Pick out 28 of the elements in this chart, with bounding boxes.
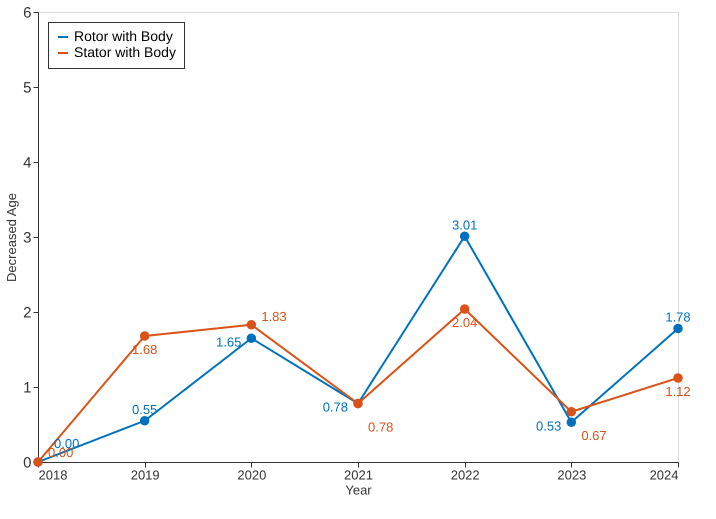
x-tick-label: 2023 xyxy=(557,468,586,482)
data-label: 0.78 xyxy=(322,400,348,414)
y-tick-label: 0 xyxy=(23,454,32,472)
data-label: 0.67 xyxy=(581,428,607,443)
legend-label: Rotor with Body xyxy=(74,28,173,44)
data-label: 0.53 xyxy=(536,418,562,434)
data-label: 1.12 xyxy=(665,384,691,399)
data-label: 1.78 xyxy=(665,310,691,324)
legend-label: Stator with Body xyxy=(74,44,176,60)
data-label: 1.83 xyxy=(261,308,287,324)
data-label: 3.01 xyxy=(452,217,478,232)
y-tick-label: 5 xyxy=(23,80,32,96)
y-tick-label: 2 xyxy=(23,304,32,322)
x-tick-label: 2020 xyxy=(237,468,266,482)
x-tick-label: 2024 xyxy=(650,468,678,482)
y-tick-label: 1 xyxy=(23,380,32,396)
x-tick-label: 2018 xyxy=(38,468,68,482)
data-label: 0.78 xyxy=(368,420,394,434)
data-label: 1.65 xyxy=(216,334,242,350)
y-tick-label: 4 xyxy=(23,154,32,172)
x-tick-label: 2021 xyxy=(344,468,373,482)
y-axis-title: Decreased Age xyxy=(4,193,20,282)
x-tick-label: 2022 xyxy=(450,468,480,482)
x-axis-title: Year xyxy=(345,482,372,498)
data-label: 1.68 xyxy=(132,342,158,357)
x-tick-label: 2019 xyxy=(130,468,160,482)
y-tick-label: 6 xyxy=(23,4,32,22)
y-tick-label: 3 xyxy=(23,230,32,246)
